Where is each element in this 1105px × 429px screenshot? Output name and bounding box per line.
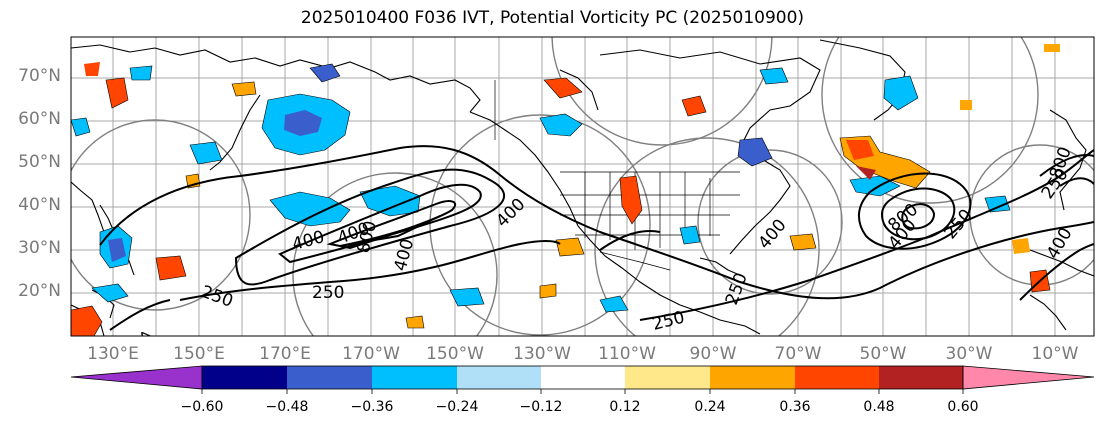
colorbar-tick-label: −0.24	[435, 399, 479, 415]
colorbar-tick-label: 0.36	[779, 399, 811, 415]
map-title: 2025010400 F036 IVT, Potential Vorticity…	[300, 8, 805, 28]
colorbar-bin	[541, 366, 625, 389]
colorbar-tick-label: −0.48	[265, 399, 309, 415]
colorbar-tick-label: 0.48	[863, 399, 895, 415]
lon-label-170e: 170°E	[259, 344, 311, 364]
colorbar-bin	[795, 366, 879, 389]
map-panel: 250 250 250 250 250 400 400 400 400 400 …	[71, 37, 1094, 364]
colorbar-bin	[710, 366, 795, 389]
lat-label-60n: 60°N	[18, 109, 61, 129]
lon-label-170w: 170°W	[342, 344, 400, 364]
colorbar-extend-low	[70, 365, 203, 390]
colorbar-tick-label: 0.60	[947, 399, 979, 415]
lat-label-70n: 70°N	[18, 66, 61, 86]
lon-label-70w: 70°W	[774, 344, 822, 364]
contour-label: 250	[312, 283, 344, 303]
colorbar-bin	[287, 366, 372, 389]
lon-label-110w: 110°W	[598, 344, 656, 364]
lon-label-90w: 90°W	[689, 344, 737, 364]
colorbar-tick-label: −0.60	[180, 399, 224, 415]
lat-label-20n: 20°N	[18, 281, 61, 301]
lat-label-50n: 50°N	[18, 152, 61, 172]
lon-label-150w: 150°W	[426, 344, 484, 364]
lon-label-30w: 30°W	[945, 344, 993, 364]
colorbar-extend-high	[962, 365, 1095, 390]
colorbar-bin	[879, 366, 963, 389]
range-circles	[71, 37, 1094, 336]
colorbar	[70, 365, 1095, 394]
colorbar-bin	[625, 366, 710, 389]
lat-label-30n: 30°N	[18, 238, 61, 258]
contour-label: 400	[133, 329, 158, 364]
lon-label-150e: 150°E	[173, 344, 225, 364]
map-frame	[70, 36, 1095, 337]
ivt-contours	[99, 145, 1094, 331]
colorbar-bin	[457, 366, 541, 389]
colorbar-tick-label: −0.36	[350, 399, 394, 415]
lon-label-130w: 130°W	[513, 344, 571, 364]
lon-label-10w: 10°W	[1031, 344, 1079, 364]
lat-label-40n: 40°N	[18, 195, 61, 215]
colorbar-bin	[202, 366, 287, 389]
colorbar-tick-label: −0.12	[519, 399, 563, 415]
colorbar-tick-label: 0.12	[609, 399, 641, 415]
colorbar-bin	[372, 366, 457, 389]
colorbar-tick-label: 0.24	[694, 399, 726, 415]
lon-label-50w: 50°W	[859, 344, 907, 364]
lon-label-130e: 130°E	[87, 344, 139, 364]
